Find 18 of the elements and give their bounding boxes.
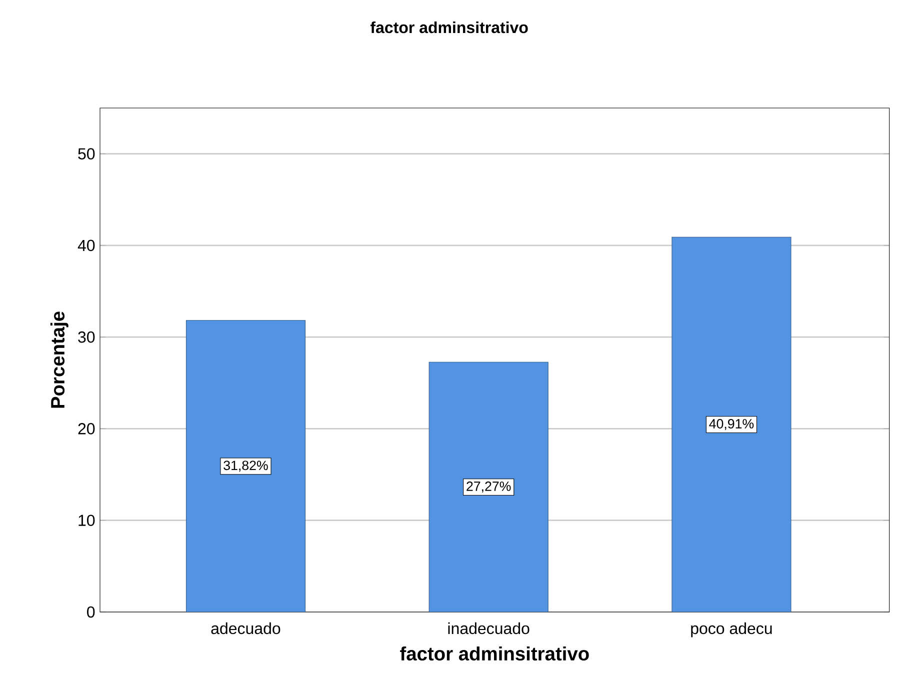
bar bbox=[186, 320, 306, 612]
chart-title: factor adminsitrativo bbox=[370, 21, 528, 34]
bar bbox=[672, 236, 792, 612]
x-tick-label: inadecuado bbox=[448, 622, 530, 634]
x-tick-label: poco adecu bbox=[691, 622, 772, 638]
y-tick-label: 20 bbox=[78, 423, 95, 434]
x-axis-title: factor adminsitrativo bbox=[400, 646, 589, 661]
data-label: 40,91% bbox=[709, 419, 754, 430]
y-axis-title: Porcentaje bbox=[50, 312, 68, 408]
x-tick-label: adecuado bbox=[211, 622, 280, 634]
y-tick-label: 30 bbox=[78, 331, 95, 343]
bar bbox=[428, 362, 548, 612]
y-tick-label: 0 bbox=[87, 606, 95, 618]
y-tick-label: 50 bbox=[78, 148, 95, 160]
y-tick-label: 10 bbox=[78, 514, 95, 526]
data-label: 31,82% bbox=[224, 460, 268, 472]
data-label: 27,27% bbox=[466, 482, 511, 493]
y-tick-label: 40 bbox=[78, 240, 95, 252]
